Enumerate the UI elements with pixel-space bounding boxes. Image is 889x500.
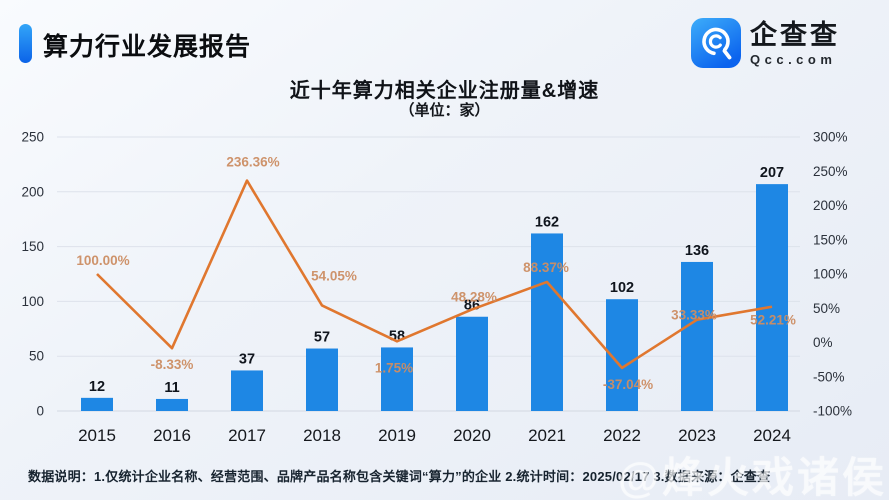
x-tick-label: 2021 xyxy=(528,426,566,445)
bar-value-label: 37 xyxy=(239,351,255,367)
bar-value-label: 57 xyxy=(314,330,330,346)
x-tick-label: 2022 xyxy=(603,426,641,445)
growth-label-2020: 48.28% xyxy=(451,289,497,304)
bar-2016 xyxy=(156,398,188,411)
growth-label-2023: 33.33% xyxy=(671,308,717,323)
right-axis-tick: 100% xyxy=(813,267,848,282)
bar-value-label: 11 xyxy=(164,380,179,396)
data-note: 数据说明：1.仅统计企业名称、经营范围、品牌产品名称包含关键词“算力”的企业 2… xyxy=(28,469,771,484)
brand-name: 企查查 xyxy=(750,19,840,50)
right-axis-tick: 300% xyxy=(813,130,848,145)
brand-domain: Qcc.com xyxy=(750,51,837,67)
left-axis-tick: 50 xyxy=(29,349,44,364)
bar-value-label: 136 xyxy=(685,243,709,259)
growth-label-2022: -37.04% xyxy=(603,377,653,392)
bar-2024 xyxy=(756,184,788,411)
left-axis-tick: 0 xyxy=(36,404,44,419)
left-axis-tick: 150 xyxy=(21,239,44,254)
bar-value-label: 102 xyxy=(610,280,634,296)
x-tick-label: 2023 xyxy=(678,426,716,445)
qcc-logo-text: 企查查 Qcc.com xyxy=(750,20,840,67)
growth-label-2018: 54.05% xyxy=(311,268,357,283)
x-tick-label: 2016 xyxy=(153,426,191,445)
report-title: 算力行业发展报告 xyxy=(43,33,252,61)
growth-line xyxy=(96,179,773,370)
watermark: @烽火戏诸侯 xyxy=(618,454,887,500)
right-axis-tick: 200% xyxy=(813,198,848,213)
growth-label-2019: 1.75% xyxy=(375,360,413,375)
right-axis-tick: 150% xyxy=(813,232,848,247)
x-tick-label: 2017 xyxy=(228,426,266,445)
growth-label-2017: 236.36% xyxy=(226,155,279,170)
right-axis-tick: -50% xyxy=(813,369,845,384)
bar-2021 xyxy=(531,233,563,411)
bar-value-label: 12 xyxy=(89,379,105,395)
left-axis-tick: 100 xyxy=(21,294,44,309)
bar-value-label: 207 xyxy=(760,165,784,181)
x-tick-label: 2019 xyxy=(378,426,416,445)
right-axis-tick: -100% xyxy=(813,404,852,419)
growth-label-2016: -8.33% xyxy=(151,357,194,372)
right-axis-tick: 250% xyxy=(813,164,848,179)
x-tick-label: 2018 xyxy=(303,426,341,445)
bar-2015 xyxy=(81,397,113,411)
left-axis-tick: 200 xyxy=(21,184,44,199)
qcc-logo-icon xyxy=(691,18,741,68)
chart-title: 近十年算力相关企业注册量&增速 xyxy=(289,80,600,102)
chart-subtitle: （单位：家） xyxy=(399,102,490,119)
x-tick-label: 2024 xyxy=(753,426,791,445)
title-accent-bar xyxy=(19,24,32,63)
right-axis-tick: 50% xyxy=(813,301,840,316)
bar-2018 xyxy=(306,348,338,411)
bar-2023 xyxy=(681,261,713,411)
qcc-logo: 企查查 Qcc.com xyxy=(691,18,840,68)
growth-label-2021: 88.37% xyxy=(523,260,569,275)
x-tick-label: 2015 xyxy=(78,426,116,445)
growth-label-2015: 100.00% xyxy=(76,253,129,268)
x-tick-label: 2020 xyxy=(453,426,491,445)
bar-2019 xyxy=(381,347,413,411)
growth-label-2024: 52.21% xyxy=(750,313,796,328)
bar-2017 xyxy=(231,370,263,411)
bar-2020 xyxy=(456,316,488,411)
bar-value-label: 162 xyxy=(535,214,559,230)
right-axis-tick: 0% xyxy=(813,335,833,350)
left-axis-tick: 250 xyxy=(21,130,44,145)
